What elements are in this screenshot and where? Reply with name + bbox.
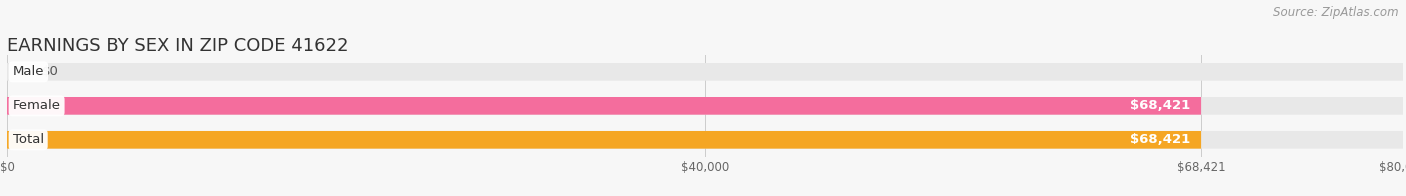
FancyBboxPatch shape <box>7 131 1201 149</box>
Text: Source: ZipAtlas.com: Source: ZipAtlas.com <box>1274 6 1399 19</box>
Text: Male: Male <box>13 65 44 78</box>
FancyBboxPatch shape <box>7 131 1403 149</box>
FancyBboxPatch shape <box>7 97 1201 115</box>
FancyBboxPatch shape <box>7 97 1403 115</box>
Text: EARNINGS BY SEX IN ZIP CODE 41622: EARNINGS BY SEX IN ZIP CODE 41622 <box>7 37 349 55</box>
Text: $0: $0 <box>42 65 59 78</box>
Text: Total: Total <box>13 133 44 146</box>
Text: $68,421: $68,421 <box>1129 99 1189 112</box>
Text: Female: Female <box>13 99 60 112</box>
FancyBboxPatch shape <box>7 63 1403 81</box>
Text: $68,421: $68,421 <box>1129 133 1189 146</box>
